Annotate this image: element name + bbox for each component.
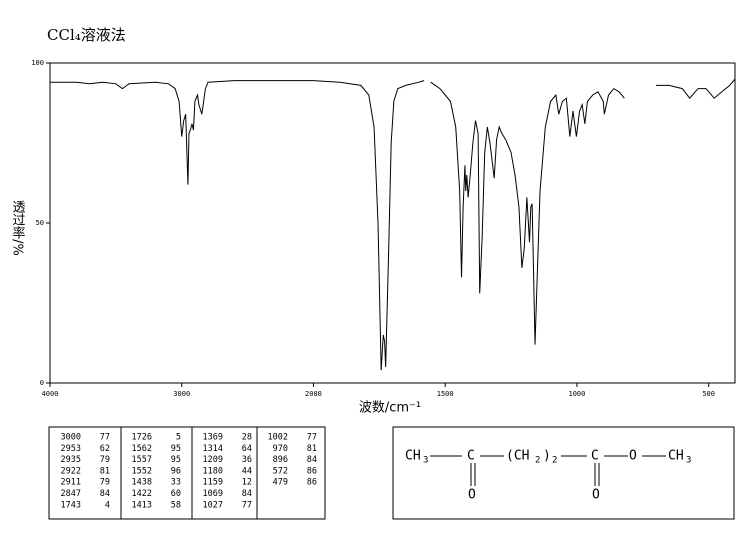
peak-transmittance: 44 xyxy=(242,466,252,476)
x-tick-label: 1000 xyxy=(568,390,585,398)
peak-wavenumber: 1413 xyxy=(132,500,152,510)
peak-wavenumber: 2911 xyxy=(61,478,81,488)
peak-wavenumber: 2847 xyxy=(61,489,81,499)
peak-transmittance: 4 xyxy=(105,500,110,510)
peak-transmittance: 81 xyxy=(307,444,317,454)
peak-transmittance: 81 xyxy=(100,466,110,476)
peak-table-frame xyxy=(48,426,326,520)
x-tick-label: 500 xyxy=(702,390,715,398)
peak-transmittance: 58 xyxy=(171,500,181,510)
structure-atom: O xyxy=(629,449,637,464)
structure-atom: CH xyxy=(405,449,421,464)
peak-wavenumber: 896 xyxy=(273,455,288,465)
peak-wavenumber: 1743 xyxy=(61,500,81,510)
peak-transmittance: 96 xyxy=(171,466,181,476)
peak-wavenumber: 1180 xyxy=(203,466,223,476)
x-tick-label: 1500 xyxy=(437,390,454,398)
peak-transmittance: 60 xyxy=(171,489,181,499)
peak-transmittance: 79 xyxy=(100,455,110,465)
structure-atom: 2 xyxy=(535,456,540,466)
structure-atom: C xyxy=(467,449,475,464)
peak-wavenumber: 1552 xyxy=(132,466,152,476)
peak-wavenumber: 3000 xyxy=(61,433,81,443)
peak-transmittance: 95 xyxy=(171,455,181,465)
bonds xyxy=(430,455,666,486)
peak-transmittance: 86 xyxy=(307,478,317,488)
structure-atom: O xyxy=(468,488,476,503)
spectrum-line xyxy=(50,78,736,371)
structure-atom: C xyxy=(591,449,599,464)
structure-atom: 3 xyxy=(686,456,691,466)
peak-wavenumber: 1438 xyxy=(132,478,152,488)
structure-atom: ) xyxy=(543,449,551,464)
structure-frame xyxy=(392,426,735,520)
peak-transmittance: 36 xyxy=(242,455,252,465)
peak-transmittance: 86 xyxy=(307,466,317,476)
y-tick-label: 0 xyxy=(40,379,44,387)
peak-wavenumber: 1562 xyxy=(132,444,152,454)
peak-wavenumber: 2935 xyxy=(61,455,81,465)
y-axis-label: 透过率/% xyxy=(10,200,26,256)
peak-wavenumber: 1314 xyxy=(203,444,223,454)
peak-wavenumber: 1422 xyxy=(132,489,152,499)
x-axis-label: 波数/cm⁻¹ xyxy=(359,401,421,416)
peak-transmittance: 77 xyxy=(100,433,110,443)
structure-atom: O xyxy=(592,488,600,503)
peak-wavenumber: 1557 xyxy=(132,455,152,465)
peak-wavenumber: 1027 xyxy=(203,500,223,510)
x-tick-label: 4000 xyxy=(42,390,59,398)
peak-transmittance: 77 xyxy=(242,500,252,510)
peak-wavenumber: 572 xyxy=(273,466,288,476)
peak-wavenumber: 1726 xyxy=(132,433,152,443)
peak-wavenumber: 2953 xyxy=(61,444,81,454)
title: CCl₄溶液法 xyxy=(47,26,126,44)
peak-wavenumber: 1369 xyxy=(203,433,223,443)
peak-transmittance: 77 xyxy=(307,433,317,443)
peak-transmittance: 62 xyxy=(100,444,110,454)
plot-frame xyxy=(49,62,736,384)
peak-transmittance: 12 xyxy=(242,478,252,488)
peak-transmittance: 64 xyxy=(242,444,252,454)
peak-transmittance: 5 xyxy=(176,433,181,443)
peak-transmittance: 84 xyxy=(242,489,252,499)
peak-transmittance: 84 xyxy=(100,489,110,499)
peak-wavenumber: 1002 xyxy=(268,433,288,443)
peak-wavenumber: 2922 xyxy=(61,466,81,476)
peak-wavenumber: 1209 xyxy=(203,455,223,465)
structure-atom: CH xyxy=(668,449,684,464)
peak-transmittance: 79 xyxy=(100,478,110,488)
peak-wavenumber: 970 xyxy=(273,444,288,454)
x-tick-label: 2000 xyxy=(305,390,322,398)
y-tick-label: 50 xyxy=(36,219,44,227)
x-tick-label: 3000 xyxy=(173,390,190,398)
peak-transmittance: 28 xyxy=(242,433,252,443)
peak-wavenumber: 1159 xyxy=(203,478,223,488)
structure-atom: (CH xyxy=(506,449,529,464)
structure-atom: 3 xyxy=(423,456,428,466)
peak-transmittance: 95 xyxy=(171,444,181,454)
peak-wavenumber: 479 xyxy=(273,478,288,488)
peak-wavenumber: 1069 xyxy=(203,489,223,499)
peak-transmittance: 33 xyxy=(171,478,181,488)
structure-atom: 2 xyxy=(552,456,557,466)
y-tick-label: 100 xyxy=(31,59,44,67)
peak-transmittance: 84 xyxy=(307,455,317,465)
